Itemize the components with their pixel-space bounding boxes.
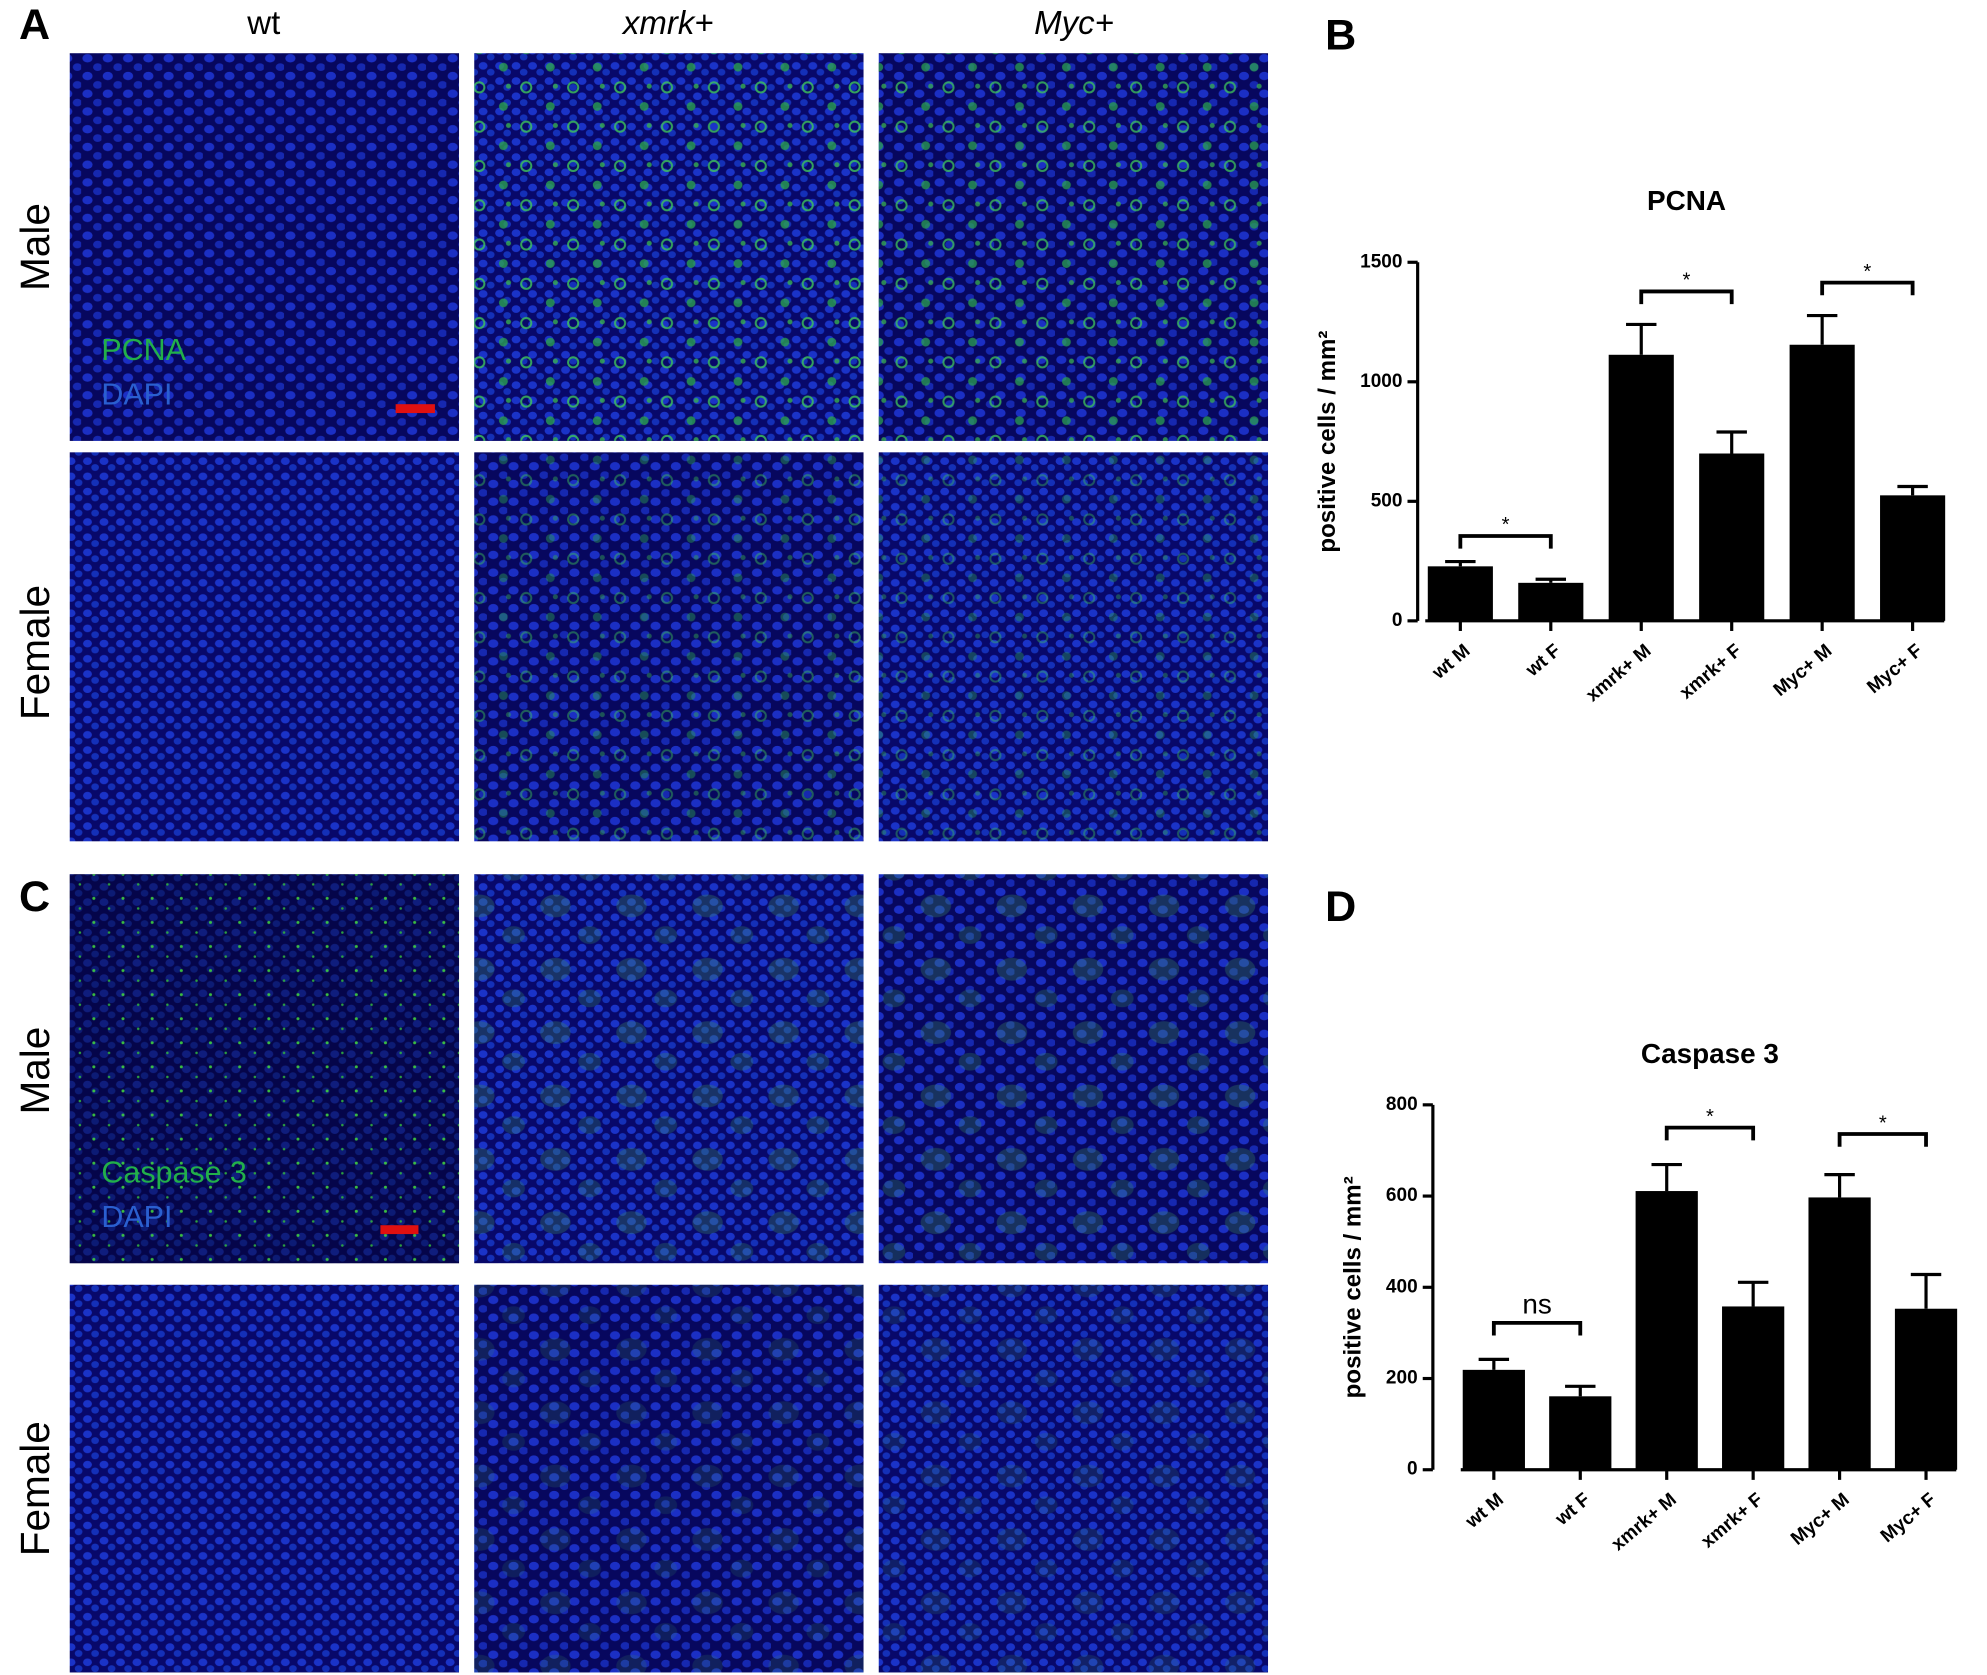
y-tick-label: 200 [1386, 1368, 1418, 1389]
stain-label: PCNA [101, 333, 186, 367]
panel-label: D [1325, 883, 1356, 931]
y-tick-label: 500 [1371, 490, 1403, 511]
x-tick-label: Myc+ F [1877, 1489, 1940, 1547]
significance-label: * [1863, 261, 1871, 283]
x-tick-label: Myc+ M [1787, 1489, 1854, 1550]
y-tick-label: 1000 [1360, 371, 1402, 392]
chart-title: Caspase 3 [1641, 1038, 1779, 1069]
row-label: Male [12, 203, 58, 291]
bar [1608, 354, 1674, 621]
y-tick-label: 1500 [1360, 251, 1402, 272]
panel-label: B [1325, 11, 1356, 59]
micrograph [69, 1284, 460, 1673]
x-tick-label: Myc+ M [1770, 640, 1837, 701]
significance-bracket [1664, 1125, 1756, 1141]
y-tick-label: 800 [1386, 1094, 1418, 1115]
micrograph-signal [878, 452, 1269, 842]
micrograph-signal [69, 874, 460, 1264]
significance-bracket [1458, 534, 1553, 549]
x-tick-label: xmrk+ M [1608, 1489, 1681, 1555]
x-tick-label: xmrk+ F [1697, 1489, 1767, 1552]
significance-label: * [1683, 270, 1691, 292]
micrograph-signal [878, 874, 1269, 1264]
significance-label: ns [1522, 1289, 1551, 1320]
stain-label: DAPI [101, 1200, 172, 1234]
significance-label: * [1879, 1112, 1887, 1134]
panel-label: C [19, 873, 50, 921]
y-tick-label: 0 [1407, 1459, 1418, 1480]
bar [1635, 1191, 1698, 1470]
significance-label: * [1706, 1106, 1714, 1128]
stain-label: Caspase 3 [101, 1156, 246, 1190]
x-tick-label: wt F [1551, 1489, 1594, 1530]
y-axis-label: positive cells / mm² [1314, 331, 1341, 553]
x-tick-label: wt F [1521, 640, 1564, 681]
micrograph [69, 452, 460, 842]
x-tick-label: wt M [1428, 640, 1475, 684]
bar [1549, 1396, 1612, 1470]
column-header: wt [246, 4, 280, 41]
x-tick-label: wt M [1461, 1489, 1508, 1533]
bar [1518, 582, 1584, 621]
row-label: Female [12, 585, 58, 720]
micrograph-signal [474, 874, 864, 1264]
significance-bracket [1639, 289, 1734, 305]
micrograph-signal [474, 1284, 864, 1673]
micrograph-signal [474, 452, 864, 842]
x-tick-label: xmrk+ M [1582, 640, 1655, 706]
significance-label: * [1502, 514, 1510, 536]
micrograph-signal [878, 53, 1269, 441]
row-label: Male [12, 1027, 58, 1115]
significance-bracket [1491, 1320, 1583, 1336]
bar [1808, 1197, 1871, 1470]
scale-bar [395, 404, 435, 414]
chart-title: PCNA [1647, 185, 1726, 216]
bar [1894, 1308, 1958, 1470]
x-tick-label: Myc+ F [1863, 640, 1926, 698]
y-tick-label: 0 [1392, 610, 1403, 631]
scale-bar [380, 1225, 419, 1235]
column-header: Myc+ [1034, 4, 1114, 41]
y-tick-label: 400 [1386, 1276, 1418, 1297]
significance-bracket [1820, 280, 1915, 296]
bar [1722, 1306, 1785, 1470]
micrograph [69, 53, 460, 441]
y-tick-label: 600 [1386, 1185, 1418, 1206]
column-header: xmrk+ [621, 4, 714, 41]
micrograph-signal [474, 53, 864, 441]
micrograph-signal [878, 1284, 1269, 1673]
row-label: Female [12, 1421, 58, 1556]
x-tick-label: xmrk+ F [1676, 640, 1746, 703]
bar [1880, 495, 1946, 621]
bar [1699, 453, 1765, 621]
panel-label: A [19, 1, 50, 49]
y-axis-label: positive cells / mm² [1340, 1176, 1367, 1398]
stain-label: DAPI [101, 378, 172, 412]
significance-bracket [1837, 1132, 1928, 1147]
bar [1462, 1369, 1525, 1470]
bar [1789, 344, 1855, 621]
bar [1427, 566, 1493, 621]
